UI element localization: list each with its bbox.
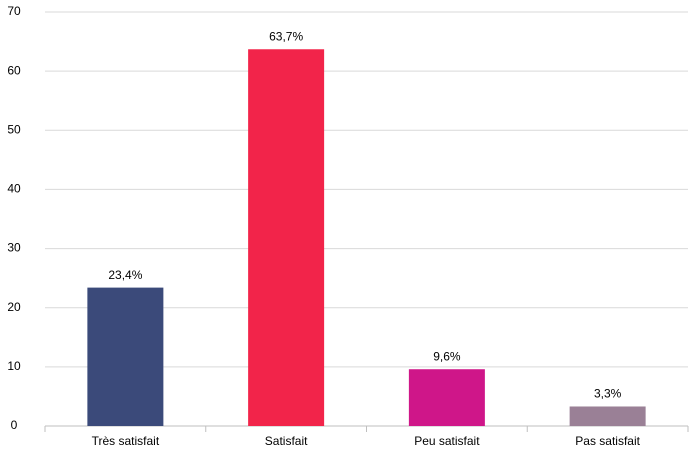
x-tick-label: Satisfait: [265, 434, 308, 448]
y-tick-label: 10: [7, 359, 21, 373]
x-tick-label: Pas satisfait: [575, 434, 640, 448]
y-tick-label: 40: [7, 182, 21, 196]
y-tick-label: 30: [7, 241, 21, 255]
bar: [87, 287, 164, 426]
value-label: 23,4%: [108, 268, 142, 282]
bar: [248, 49, 325, 426]
bar: [408, 369, 485, 426]
y-tick-label: 20: [7, 300, 21, 314]
x-tick-label: Très satisfait: [92, 434, 160, 448]
y-tick-label: 0: [11, 418, 18, 432]
value-label: 3,3%: [594, 387, 622, 401]
y-tick-label: 60: [7, 63, 21, 77]
y-tick-label: 50: [7, 122, 21, 136]
value-label: 9,6%: [433, 349, 461, 363]
bar: [569, 406, 646, 426]
y-tick-label: 70: [7, 4, 21, 18]
x-tick-label: Peu satisfait: [414, 434, 480, 448]
value-label: 63,7%: [269, 29, 303, 43]
